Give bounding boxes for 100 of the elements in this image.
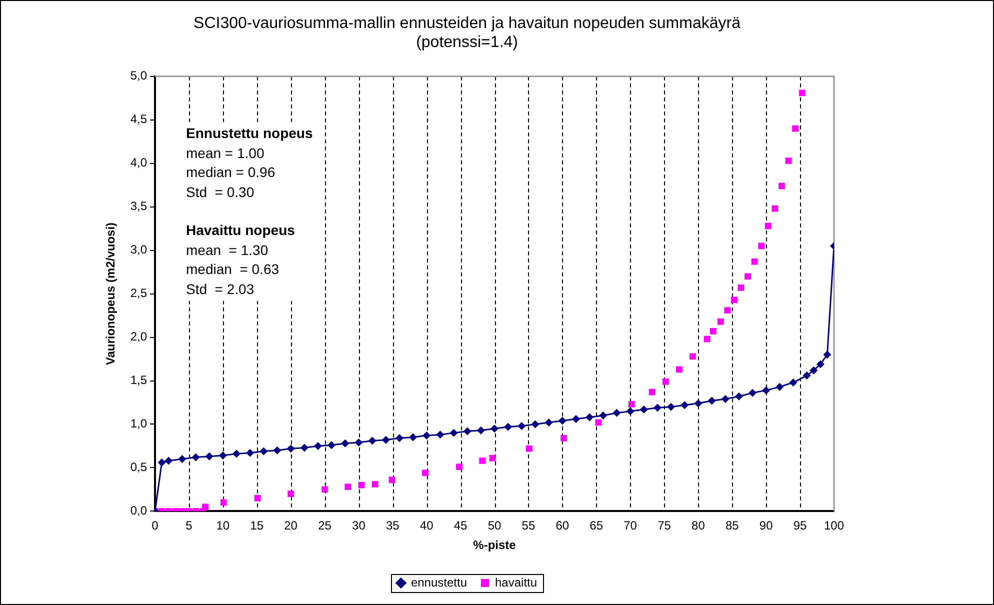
chart-title: SCI300-vauriosumma-mallin ennusteiden ja havaitun nopeuden summakäyrä (potenssi=1.4) — [194, 15, 741, 52]
point — [300, 444, 308, 452]
point — [388, 476, 396, 484]
x-tick-label: 20 — [284, 518, 298, 533]
point — [288, 490, 294, 497]
point — [676, 366, 682, 373]
annotation: median = 0.96 — [186, 163, 276, 182]
point — [789, 378, 798, 386]
point — [680, 401, 689, 410]
x-tick-label: 95 — [793, 518, 808, 533]
point — [192, 453, 200, 462]
annotation: Havaittu nopeus — [186, 221, 296, 240]
point — [734, 392, 743, 400]
point — [731, 296, 738, 304]
x-axis-title: %-piste — [473, 538, 516, 552]
point — [232, 450, 240, 458]
point — [490, 424, 498, 433]
point — [738, 284, 744, 291]
x-tick-label: 55 — [522, 518, 536, 533]
point — [368, 436, 376, 445]
point — [531, 420, 540, 428]
point — [694, 399, 702, 408]
x-tick-label: 25 — [318, 518, 332, 533]
point — [785, 158, 792, 164]
point — [328, 441, 336, 450]
point — [653, 404, 662, 412]
point — [202, 504, 208, 510]
point — [612, 408, 621, 417]
point — [544, 418, 553, 426]
x-tick-label: 40 — [420, 518, 434, 533]
legend-label: havaittu — [495, 575, 538, 590]
point — [558, 416, 566, 425]
point — [792, 125, 798, 132]
point — [314, 442, 322, 450]
point — [476, 426, 485, 434]
point — [717, 318, 724, 325]
point — [158, 458, 166, 467]
point — [628, 401, 635, 408]
point — [823, 350, 832, 359]
point — [456, 464, 462, 470]
x-tick-label: 80 — [692, 518, 706, 533]
point — [586, 413, 594, 422]
point — [724, 307, 731, 314]
y-axis-title: Vaurionopeus (m2/vuosi) — [104, 222, 118, 366]
x-tick-label: 70 — [624, 518, 638, 533]
point — [354, 438, 363, 446]
point — [748, 388, 757, 397]
point — [690, 353, 696, 360]
y-tick-label: 4,0 — [130, 156, 148, 170]
point — [344, 484, 352, 490]
point — [463, 427, 472, 436]
point — [382, 436, 390, 444]
x-tick-label: 100 — [824, 518, 844, 533]
x-tick-label: 5 — [186, 518, 193, 533]
point — [751, 258, 758, 265]
point — [744, 273, 751, 280]
point — [341, 439, 350, 448]
point — [626, 407, 634, 416]
legend-label: ennustettu — [410, 575, 468, 590]
point — [640, 405, 648, 414]
point — [286, 444, 295, 453]
point — [662, 378, 669, 385]
point — [372, 481, 378, 488]
point — [572, 415, 580, 424]
point — [595, 419, 602, 426]
annotation: mean = 1.30 — [186, 240, 270, 260]
annotation: mean = 1.00 — [186, 144, 266, 162]
annotation: Std = 2.03 — [186, 280, 256, 298]
y-tick-label: 2,0 — [130, 330, 148, 344]
x-tick-label: 35 — [386, 518, 400, 533]
x-tick-label: 45 — [454, 518, 468, 533]
x-tick-label: 85 — [725, 518, 740, 533]
point — [560, 434, 567, 442]
x-tick-label: 65 — [590, 518, 604, 533]
point — [422, 432, 431, 440]
y-tick-label: 4,5 — [130, 112, 148, 126]
point — [758, 242, 765, 250]
point — [358, 482, 365, 488]
point — [518, 422, 526, 430]
point — [322, 486, 328, 493]
point — [260, 447, 268, 456]
point — [246, 448, 254, 457]
point — [273, 446, 282, 454]
point — [436, 430, 444, 439]
x-tick-label: 10 — [216, 518, 230, 533]
point — [220, 499, 227, 506]
point — [218, 452, 227, 460]
x-tick-label: 90 — [759, 518, 774, 533]
annotation: median = 0.63 — [186, 260, 280, 279]
point — [409, 433, 418, 442]
point — [762, 386, 770, 394]
x-tick-label: 60 — [556, 518, 570, 533]
y-tick-label: 5,0 — [130, 68, 148, 83]
point — [178, 455, 186, 464]
x-tick-label: 50 — [488, 518, 502, 533]
point — [504, 422, 512, 431]
point — [526, 445, 532, 452]
y-tick-label: 2,5 — [130, 286, 148, 300]
y-tick-label: 0,5 — [130, 460, 148, 474]
y-tick-label: 1,0 — [130, 416, 148, 431]
